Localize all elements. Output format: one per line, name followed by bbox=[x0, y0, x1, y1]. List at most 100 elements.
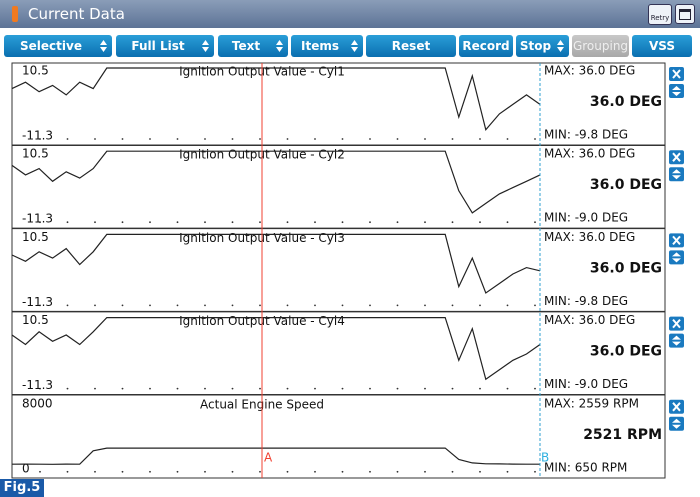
time-dot bbox=[396, 387, 399, 390]
y-tick-label: 10.5 bbox=[22, 147, 49, 161]
time-dot bbox=[451, 304, 454, 307]
close-button[interactable] bbox=[669, 399, 684, 414]
plot-frame bbox=[11, 62, 666, 479]
time-dot bbox=[231, 221, 234, 224]
time-dot bbox=[176, 470, 179, 473]
y-tick-label: 0 bbox=[22, 461, 30, 475]
max-value: MAX: 2559 RPM bbox=[544, 396, 639, 410]
title-bar: Current Data Retry bbox=[0, 0, 700, 28]
time-dot bbox=[314, 387, 316, 390]
time-dot bbox=[94, 138, 96, 140]
close-button[interactable] bbox=[669, 150, 684, 165]
min-value: MIN: -9.8 DEG bbox=[544, 294, 628, 308]
time-dot bbox=[451, 387, 454, 390]
toolbar-button[interactable]: Full List bbox=[116, 35, 214, 57]
time-dot bbox=[39, 387, 41, 390]
time-dot bbox=[149, 138, 151, 140]
button-bg bbox=[669, 333, 684, 348]
trace bbox=[11, 67, 541, 131]
expand-button[interactable] bbox=[669, 84, 684, 98]
expand-button[interactable] bbox=[669, 250, 684, 265]
time-dot bbox=[506, 221, 509, 224]
button-label: Full List bbox=[131, 39, 185, 53]
app-icon bbox=[12, 6, 18, 22]
time-dot bbox=[534, 304, 536, 307]
close-button[interactable] bbox=[669, 67, 684, 81]
time-dot bbox=[39, 221, 41, 224]
time-dot bbox=[39, 138, 41, 140]
time-dot bbox=[149, 387, 151, 390]
max-value: MAX: 36.0 DEG bbox=[544, 313, 635, 327]
time-dot bbox=[396, 221, 399, 224]
time-dot bbox=[286, 221, 289, 224]
close-button[interactable] bbox=[669, 316, 684, 331]
close-icon bbox=[672, 318, 681, 329]
max-value: MAX: 36.0 DEG bbox=[544, 64, 635, 78]
time-dot bbox=[66, 387, 69, 390]
time-dot bbox=[149, 304, 151, 307]
time-dot bbox=[204, 221, 206, 224]
y-tick-label: -11.3 bbox=[22, 212, 53, 226]
time-dot bbox=[286, 387, 289, 390]
dropdown-arrows bbox=[276, 40, 283, 52]
toolbar-button[interactable]: Record bbox=[459, 35, 513, 57]
min-value: MIN: -9.0 DEG bbox=[544, 377, 628, 391]
time-dot bbox=[121, 221, 124, 224]
min-value: MIN: 650 RPM bbox=[544, 460, 627, 474]
time-dot bbox=[341, 304, 344, 307]
dropdown-arrows bbox=[100, 40, 107, 52]
button-bg bbox=[669, 416, 684, 431]
expand-button[interactable] bbox=[669, 167, 684, 182]
toolbar-button[interactable]: VSS bbox=[632, 35, 692, 57]
time-dot bbox=[451, 138, 454, 140]
time-dot bbox=[479, 387, 481, 390]
time-dot bbox=[534, 470, 536, 473]
current-value: 36.0 DEG bbox=[590, 260, 662, 276]
time-dot bbox=[231, 138, 234, 140]
time-dot bbox=[94, 221, 96, 224]
max-value: MAX: 36.0 DEG bbox=[544, 230, 635, 244]
time-dot bbox=[341, 221, 344, 224]
y-tick-label: -11.3 bbox=[22, 129, 53, 143]
time-dot bbox=[424, 221, 426, 224]
close-button[interactable] bbox=[669, 233, 684, 248]
time-dot bbox=[424, 304, 426, 307]
time-dot bbox=[66, 138, 69, 140]
expand-icon bbox=[672, 169, 681, 180]
toolbar-button[interactable]: Items List bbox=[291, 35, 363, 75]
graph-area: -11.310.5 Ignition Output Value - Cyl1 MAX… bbox=[11, 62, 684, 479]
time-dot bbox=[534, 221, 536, 224]
window-button[interactable] bbox=[675, 4, 695, 24]
toolbar: Selective Display Full List Text Items List… bbox=[0, 28, 700, 75]
time-dot bbox=[369, 387, 371, 390]
toolbar-button[interactable]: Stop bbox=[516, 35, 569, 57]
time-dot bbox=[259, 304, 261, 307]
y-tick-label: 8000 bbox=[22, 396, 53, 410]
toolbar-button[interactable]: Reset Min.Max bbox=[366, 35, 456, 75]
expand-icon bbox=[672, 252, 681, 263]
min-value: MIN: -9.8 DEG bbox=[544, 128, 628, 142]
button-label: Record bbox=[462, 39, 510, 53]
time-dot bbox=[341, 138, 344, 140]
toolbar-button[interactable]: Text bbox=[218, 35, 288, 57]
toolbar-button[interactable]: Selective Display bbox=[4, 35, 112, 75]
time-dot bbox=[369, 470, 371, 473]
expand-button[interactable] bbox=[669, 333, 684, 348]
time-dot bbox=[506, 387, 509, 390]
close-icon bbox=[672, 69, 681, 79]
button-bg bbox=[669, 167, 684, 182]
time-dot bbox=[479, 138, 481, 140]
time-dot bbox=[369, 304, 371, 307]
y-tick-label: 10.5 bbox=[22, 64, 49, 78]
figure-label: Fig.5 bbox=[0, 479, 44, 497]
expand-button[interactable] bbox=[669, 416, 684, 431]
time-dot bbox=[506, 304, 509, 307]
time-dot bbox=[204, 304, 206, 307]
toolbar-button[interactable]: Grouping bbox=[572, 35, 629, 57]
time-dot bbox=[341, 387, 344, 390]
close-icon bbox=[672, 402, 681, 412]
time-dot bbox=[176, 138, 179, 140]
retry-button[interactable]: Retry bbox=[648, 4, 672, 25]
trace bbox=[11, 150, 541, 214]
button-label: Grouping bbox=[572, 39, 629, 53]
